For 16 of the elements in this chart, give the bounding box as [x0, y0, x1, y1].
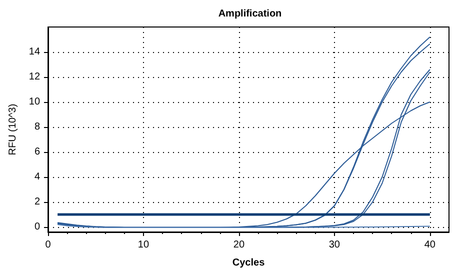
y-tick-label: 12 — [28, 72, 40, 82]
x-axis-title: Cycles — [232, 258, 266, 268]
y-tick-label: 0 — [34, 222, 40, 232]
x-tick-label: 10 — [138, 240, 150, 250]
x-tick-label: 30 — [328, 240, 340, 250]
y-tick-label: 4 — [34, 172, 40, 182]
y-tick-label: 14 — [28, 46, 40, 58]
x-tick-label: 0 — [45, 240, 52, 250]
y-tick-label: 2 — [34, 196, 40, 208]
y-axis-title: RFU (10^3) — [8, 104, 18, 156]
chart-title: Amplification — [218, 8, 282, 20]
y-tick-label: 8 — [34, 122, 40, 132]
y-tick-label: 6 — [34, 146, 40, 158]
y-tick-label: 10 — [28, 96, 40, 108]
x-tick-label: 20 — [233, 240, 245, 250]
x-tick-label: 40 — [424, 240, 436, 250]
